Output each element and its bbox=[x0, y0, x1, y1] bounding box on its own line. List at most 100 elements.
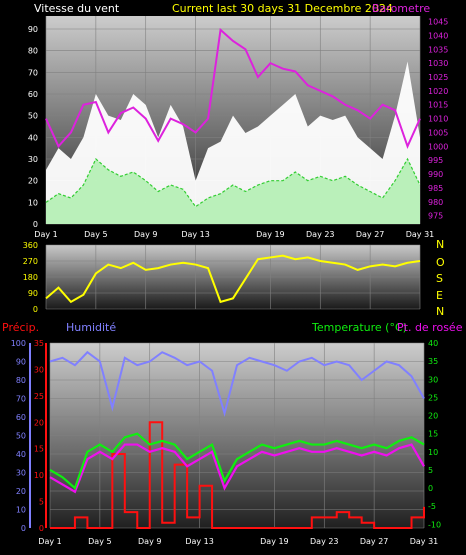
humidity-y-tick-label: 20 bbox=[16, 487, 26, 496]
direction-y-tick-label: 360 bbox=[23, 241, 38, 250]
temperature-y-tick-label: 0 bbox=[428, 484, 433, 493]
precip-y-tick-label: 30 bbox=[34, 365, 44, 374]
humidity-y-tick-label: 70 bbox=[16, 395, 26, 404]
humidity-y-tick-label: 30 bbox=[16, 469, 26, 478]
wind-x-tick-label: Day 13 bbox=[181, 230, 210, 239]
wind-x-tick-label: Day 27 bbox=[356, 230, 385, 239]
wind-y-tick-label: 80 bbox=[28, 47, 38, 56]
direction-y-tick-label: 180 bbox=[23, 273, 38, 282]
wind-x-tick-label: Day 9 bbox=[134, 230, 157, 239]
barometer-y-tick-label: 990 bbox=[428, 170, 443, 179]
humidity-y-tick-label: 80 bbox=[16, 376, 26, 385]
climate-x-tick-label: Day 9 bbox=[138, 537, 161, 546]
precip-y-tick-label: 10 bbox=[34, 471, 44, 480]
barometer-y-tick-label: 995 bbox=[428, 156, 443, 165]
temperature-line bbox=[49, 432, 425, 491]
humidity-y-tick-label: 0 bbox=[21, 524, 26, 533]
direction-panel-marks bbox=[45, 254, 421, 304]
temperature-y-tick-label: -10 bbox=[428, 520, 441, 529]
precip-y-tick-label: 0 bbox=[39, 524, 44, 533]
humidity-y-tick-label: 50 bbox=[16, 432, 26, 441]
barometer-y-tick-label: 975 bbox=[428, 212, 443, 221]
humidity-y-tick-label: 60 bbox=[16, 413, 26, 422]
barometer-y-tick-label: 1045 bbox=[428, 18, 448, 27]
wind-x-tick-label: Day 23 bbox=[306, 230, 335, 239]
temperature-y-tick-label: 10 bbox=[428, 448, 438, 457]
barometer-label: Barometre bbox=[372, 2, 430, 15]
humidity-line bbox=[49, 350, 425, 418]
wind-y-tick-label: 0 bbox=[33, 220, 38, 229]
climate-x-tick-label: Day 27 bbox=[360, 537, 389, 546]
climate-x-tick-label: Day 19 bbox=[260, 537, 289, 546]
wind-y-tick-label: 30 bbox=[28, 155, 38, 164]
wind-x-tick-label: Day 5 bbox=[84, 230, 107, 239]
temperature-y-tick-label: 40 bbox=[428, 339, 438, 348]
wind-direction-line bbox=[45, 254, 421, 304]
climate-x-tick-label: Day 23 bbox=[310, 537, 339, 546]
wind-y-tick-label: 60 bbox=[28, 90, 38, 99]
precip-label: Précip. bbox=[2, 321, 39, 334]
precip-y-tick-label: 25 bbox=[34, 392, 44, 401]
temperature-y-tick-label: 25 bbox=[428, 393, 438, 402]
barometer-y-tick-label: 1035 bbox=[428, 45, 448, 54]
climate-panel-marks bbox=[49, 350, 425, 529]
barometer-y-tick-label: 1040 bbox=[428, 31, 448, 40]
precip-y-tick-label: 20 bbox=[34, 418, 44, 427]
direction-y-tick-label: 0 bbox=[33, 305, 38, 314]
humidity-y-tick-label: 100 bbox=[11, 339, 26, 348]
humidity-y-tick-label: 40 bbox=[16, 450, 26, 459]
compass-n-top: N bbox=[436, 238, 444, 251]
barometer-y-tick-label: 1015 bbox=[428, 101, 448, 110]
barometer-y-tick-label: 1005 bbox=[428, 128, 448, 137]
precip-y-tick-label: 15 bbox=[34, 445, 44, 454]
compass-o: O bbox=[436, 256, 445, 269]
compass-s: S bbox=[436, 272, 443, 285]
compass-e: E bbox=[436, 289, 443, 302]
humidity-y-tick-label: 90 bbox=[16, 358, 26, 367]
precipitation-line bbox=[50, 421, 425, 529]
barometer-line bbox=[45, 27, 421, 150]
barometer-y-tick-label: 1010 bbox=[428, 115, 448, 124]
barometer-y-tick-label: 1025 bbox=[428, 73, 448, 82]
temperature-y-tick-label: 35 bbox=[428, 357, 438, 366]
wind-y-tick-label: 70 bbox=[28, 68, 38, 77]
dew-point-line bbox=[49, 443, 425, 494]
barometer-y-tick-label: 1000 bbox=[428, 142, 448, 151]
wind-y-tick-label: 20 bbox=[28, 177, 38, 186]
temperature-y-tick-label: 30 bbox=[428, 375, 438, 384]
temperature-y-tick-label: 15 bbox=[428, 430, 438, 439]
wind-x-tick-label: Day 1 bbox=[34, 230, 57, 239]
precip-y-tick-label: 35 bbox=[34, 339, 44, 348]
climate-x-tick-label: Day 5 bbox=[88, 537, 111, 546]
humidity-y-tick-label: 10 bbox=[16, 506, 26, 515]
temperature-y-tick-label: -5 bbox=[428, 502, 436, 511]
wind-y-tick-label: 10 bbox=[28, 198, 38, 207]
axis-labels: 0102030405060708090975980985990995100010… bbox=[11, 18, 449, 546]
temperature-y-tick-label: 20 bbox=[428, 412, 438, 421]
precip-y-tick-label: 5 bbox=[39, 498, 44, 507]
wind-panel-marks bbox=[45, 27, 421, 224]
wind-y-tick-label: 40 bbox=[28, 133, 38, 142]
climate-x-tick-label: Day 31 bbox=[410, 537, 439, 546]
wind-x-tick-label: Day 31 bbox=[406, 230, 435, 239]
wind-y-tick-label: 90 bbox=[28, 25, 38, 34]
barometer-y-tick-label: 1020 bbox=[428, 87, 448, 96]
direction-y-tick-label: 270 bbox=[23, 257, 38, 266]
humidity-label: Humidité bbox=[66, 321, 116, 334]
direction-y-tick-label: 90 bbox=[28, 289, 38, 298]
dew-point-label: Pt. de rosée bbox=[397, 321, 463, 334]
wind-speed-label: Vitesse du vent bbox=[34, 2, 120, 15]
direction-panel-grid bbox=[45, 244, 421, 310]
wind-x-tick-label: Day 19 bbox=[256, 230, 285, 239]
chart-title: Current last 30 days 31 Decembre 2024 bbox=[172, 2, 393, 15]
temperature-label: Temperature (°C) bbox=[311, 321, 407, 334]
wind-average-area bbox=[46, 159, 420, 224]
wind-average-line bbox=[45, 157, 421, 208]
barometer-y-tick-label: 985 bbox=[428, 184, 443, 193]
barometer-y-tick-label: 1030 bbox=[428, 59, 448, 68]
climate-x-tick-label: Day 13 bbox=[185, 537, 214, 546]
temperature-y-tick-label: 5 bbox=[428, 466, 433, 475]
wind-y-tick-label: 50 bbox=[28, 112, 38, 121]
